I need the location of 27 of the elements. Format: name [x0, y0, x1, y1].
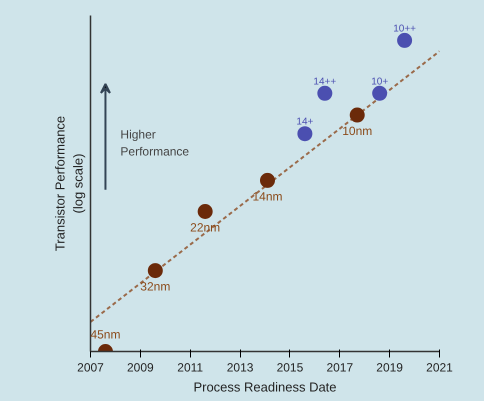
annotation: Higher Performance: [120, 128, 190, 158]
x-tick-label: 2015: [276, 360, 304, 374]
point: [397, 32, 412, 48]
point: [317, 86, 332, 101]
annotation: 14+: [296, 116, 314, 128]
annotation: 10+: [371, 76, 388, 88]
annotation: 22nm: [190, 220, 220, 234]
point: [148, 263, 163, 278]
point: [297, 126, 312, 142]
point: [260, 172, 275, 188]
point: [350, 108, 365, 123]
x-tick-label: 2019: [376, 360, 404, 374]
annotation: 14++: [313, 76, 336, 88]
x-axis-title: Process Readiness Date: [193, 380, 337, 394]
annotation: 14nm: [252, 189, 283, 204]
annotation: 32nm: [140, 280, 170, 294]
x-tick-label: 2021: [426, 360, 454, 374]
point: [198, 204, 213, 219]
point: [372, 86, 388, 101]
x-tick-label: 2009: [127, 360, 154, 374]
y-axis-title: Transistor Performance (log scale): [52, 116, 86, 252]
x-tick-label: 2007: [77, 360, 104, 374]
annotation: 10nm: [342, 124, 372, 138]
x-tick-label: 2013: [226, 360, 254, 374]
annotation: 10++: [393, 23, 416, 34]
x-tick-label: 2011: [177, 360, 204, 374]
x-tick-label: 2017: [326, 360, 354, 374]
